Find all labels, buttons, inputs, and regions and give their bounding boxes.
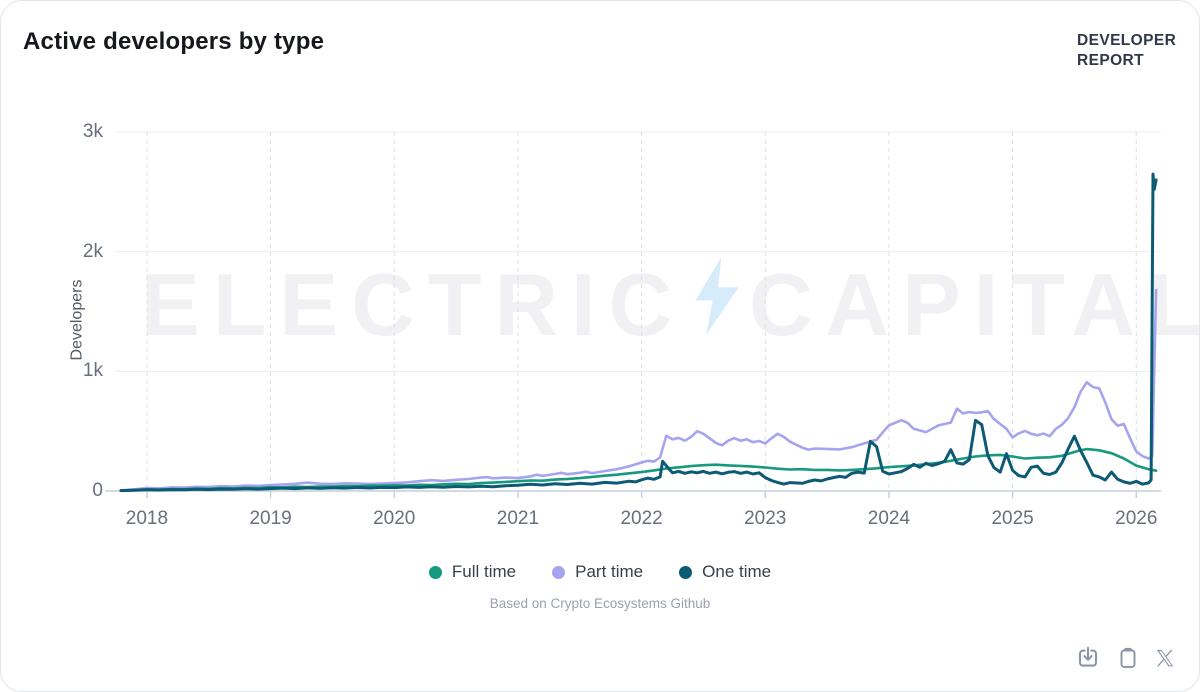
legend-dot xyxy=(679,565,693,579)
legend-item-part-time[interactable]: Part time xyxy=(552,562,643,582)
series-one-time xyxy=(119,172,1158,493)
x-tick-label: 2024 xyxy=(867,508,911,529)
chart-caption: Based on Crypto Ecosystems Github xyxy=(489,596,711,611)
y-tick-label: 0 xyxy=(92,480,103,501)
chart-legend: Full time Part time One time xyxy=(1,562,1199,582)
legend-item-one-time[interactable]: One time xyxy=(679,562,771,582)
legend-label: One time xyxy=(702,562,772,581)
x-tick-label: 2025 xyxy=(991,508,1034,529)
lightning-bolt-icon xyxy=(691,254,743,356)
legend-dot xyxy=(552,565,566,579)
x-tick-label: 2026 xyxy=(1115,508,1158,529)
watermark-word-electric: ELECTRIC xyxy=(141,255,685,354)
series-full-time xyxy=(119,447,1158,492)
brand-line-2: REPORT xyxy=(1077,52,1144,69)
developer-report-logo: DEVELOPER REPORT xyxy=(1077,31,1177,71)
y-tick-label: 2k xyxy=(82,240,103,262)
watermark-word-capital: CAPITAL xyxy=(749,255,1200,354)
legend-dot xyxy=(428,565,442,579)
copy-icon[interactable] xyxy=(1116,646,1140,670)
x-tick-label: 2018 xyxy=(125,508,169,529)
brand-line-1: DEVELOPER xyxy=(1077,32,1177,49)
x-logo-icon[interactable] xyxy=(1155,648,1175,668)
legend-item-full-time[interactable]: Full time xyxy=(428,562,517,582)
y-tick-label: 3k xyxy=(82,121,103,142)
electric-capital-watermark: ELECTRIC CAPITAL xyxy=(141,255,1199,354)
y-axis-label: Developers xyxy=(68,279,86,361)
x-tick-label: 2020 xyxy=(373,508,416,529)
x-tick-label: 2019 xyxy=(249,508,292,529)
y-tick-label: 1k xyxy=(82,360,103,382)
legend-label: Full time xyxy=(451,562,517,581)
legend-label: Part time xyxy=(575,562,644,581)
series-part-time xyxy=(119,288,1158,492)
footer-toolbar xyxy=(1075,645,1175,671)
page-title: Active developers by type xyxy=(23,28,325,55)
download-icon[interactable] xyxy=(1075,645,1101,671)
x-tick-label: 2021 xyxy=(496,508,540,529)
x-tick-label: 2022 xyxy=(620,508,663,529)
x-tick-label: 2023 xyxy=(744,508,787,529)
